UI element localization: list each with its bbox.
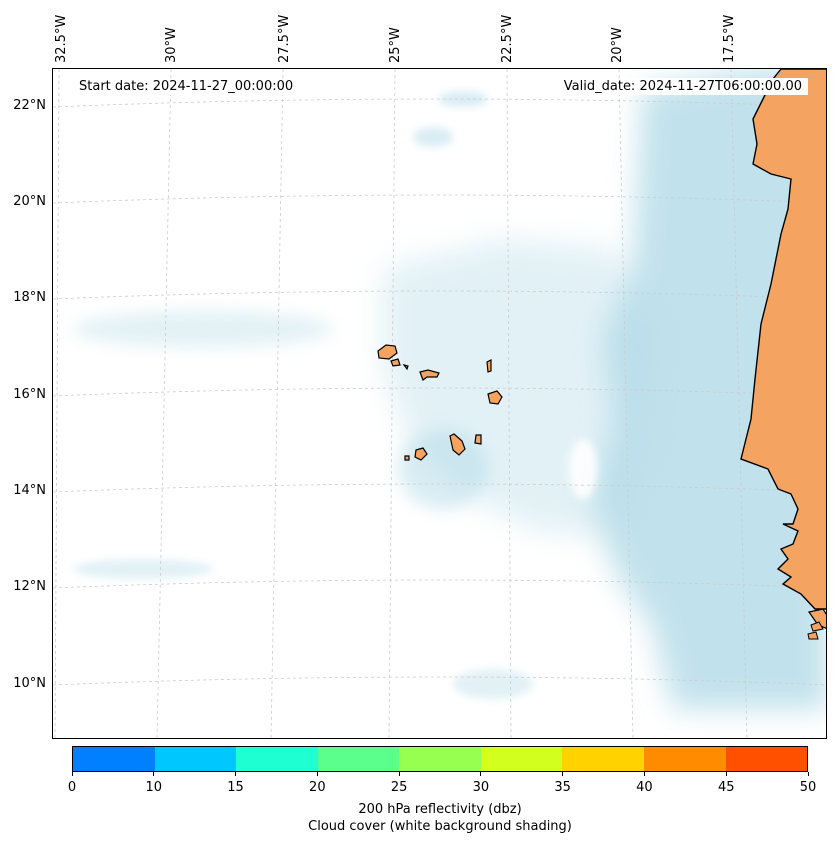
lon-label-27-5w: 27.5°W [277,14,292,63]
colorbar-segment-3 [317,747,400,771]
colorbar-segment-2 [236,747,318,771]
meridian-25w [388,69,396,738]
lat-label-20n: 20°N [13,194,46,209]
valid-date-label: Valid_date: 2024-11-27T06:00:00.00 [557,78,808,95]
colorbar [72,746,808,772]
lon-label-30w: 30°W [164,27,179,63]
colorbar-sublabel: Cloud cover (white background shading) [308,819,572,834]
meridian-32-5w [54,69,60,738]
land-africa-main [740,69,826,610]
colorbar-tick-label: 10 [145,780,163,795]
lat-label-12n: 12°N [13,579,46,594]
cloud-cover-shading [73,69,826,709]
map-canvas [53,69,826,738]
island-sao-vicente [390,358,401,367]
island-santa-luzia [402,364,409,371]
parallel-14n [53,483,826,493]
lat-label-16n: 16°N [13,387,46,402]
lon-label-17-5w: 17.5°W [722,14,737,63]
parallel-20n [53,194,826,204]
colorbar-segment-5 [480,747,563,771]
lat-label-14n: 14°N [13,483,46,498]
parallel-12n [53,579,826,589]
colorbar-label: 200 hPa reflectivity (dbz) [358,802,522,817]
lon-label-22-5w: 22.5°W [500,14,515,63]
colorbar-segment-4 [399,747,481,771]
cloud-band-east [593,69,826,709]
cape-verde-islands [377,344,503,461]
cloud-patch-south [453,669,533,699]
colorbar-tick-label: 20 [309,780,326,795]
island-sal [486,359,492,373]
colorbar-segment-1 [154,747,237,771]
cloud-gap [569,439,597,499]
meridian-17-5w [730,69,748,738]
cloud-patch-north [413,127,453,147]
parallel-16n [53,387,826,397]
colorbar-tick-label: 40 [636,780,653,795]
island-sao-nicolau [419,369,440,381]
island-santiago [449,433,466,456]
graticule [53,69,826,738]
island-bijagos-2 [807,631,819,640]
colorbar-tick-mark [71,772,73,776]
island-santo-antao [377,344,398,360]
lon-label-25w: 25°W [388,27,403,63]
cloud-patch-west [73,311,333,347]
colorbar-tick-mark [562,772,564,776]
lon-label-32-5w: 32.5°W [54,14,69,63]
colorbar-tick-label: 15 [227,780,244,795]
colorbar-tick-mark [725,772,727,776]
meridian-27-5w [270,69,284,738]
colorbar-segment-0 [73,747,155,771]
island-maio [474,434,482,445]
colorbar-tick-mark [235,772,237,776]
colorbar-tick-mark [643,772,645,776]
parallel-18n [53,290,826,300]
colorbar-tick-mark [398,772,400,776]
colorbar-tick-label: 45 [717,780,735,795]
map-panel[interactable]: Start date: 2024-11-27_00:00:00 Valid_da… [52,68,827,739]
colorbar-tick-label: 35 [554,780,571,795]
cloud-patch-islands [398,429,488,509]
meridian-30w [156,69,172,738]
colorbar-tick-label: 30 [472,780,490,795]
lat-label-10n: 10°N [13,676,46,691]
island-bijagos-1 [810,621,824,632]
cloud-patch-sw [73,559,213,579]
parallel-10n [53,676,826,686]
island-boa-vista [487,390,503,405]
parallel-22n [53,98,826,108]
lat-label-18n: 18°N [13,290,46,305]
island-brava [404,455,410,461]
colorbar-segment-8 [725,747,808,771]
colorbar-tick-mark [153,772,155,776]
colorbar-tick-mark [316,772,318,776]
colorbar-tick-mark [807,772,809,776]
start-date-label: Start date: 2024-11-27_00:00:00 [73,78,300,95]
land-africa [740,69,826,640]
colorbar-tick-label: 0 [67,780,77,795]
colorbar-tick-mark [480,772,482,776]
colorbar-tick-label: 25 [390,780,408,795]
colorbar-segment-7 [643,747,726,771]
colorbar-segment-6 [562,747,644,771]
meridian-22-5w [506,69,512,738]
lon-label-20w: 20°W [610,27,625,63]
meridian-20w [618,69,634,738]
island-fogo [414,447,428,461]
lat-label-22n: 22°N [13,98,46,113]
colorbar-tick-label: 50 [799,780,817,795]
